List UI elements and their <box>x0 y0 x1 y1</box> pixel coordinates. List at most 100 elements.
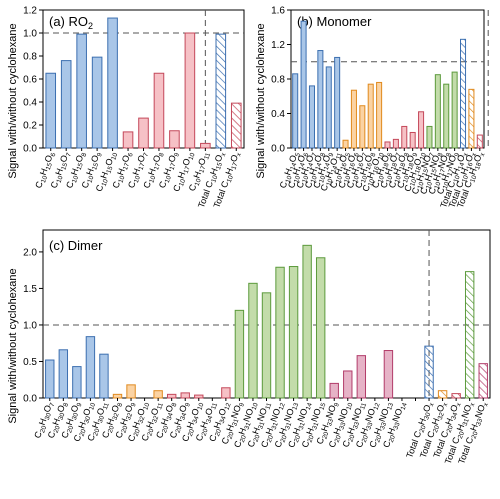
y-tick-label: 0.2 <box>23 121 37 132</box>
label-subscript: 10 <box>345 402 354 412</box>
label-subscript: 14 <box>289 162 298 172</box>
label-subscript: 30 <box>97 415 106 425</box>
label-text: H <box>455 423 467 433</box>
label-text: H <box>37 417 49 427</box>
label-text: O <box>135 154 147 164</box>
label-subscript: 10 <box>367 178 376 188</box>
label-subscript: 10 <box>40 175 49 185</box>
total-bar <box>451 393 461 399</box>
bar <box>153 72 165 149</box>
label-subscript: 10 <box>385 175 394 185</box>
label-subscript: 18 <box>382 162 391 172</box>
label-subscript: 20 <box>66 425 75 435</box>
label-subscript: 17 <box>230 161 239 171</box>
x-tick-label: C10H18O10 <box>402 150 428 194</box>
label-subscript: 20 <box>419 424 428 434</box>
label-text: C <box>232 439 244 449</box>
label-text: H <box>172 417 184 427</box>
label-text: C <box>80 179 92 189</box>
label-text: H <box>345 426 357 436</box>
label-subscript: 10 <box>377 152 386 162</box>
bar <box>443 83 450 149</box>
bar <box>248 282 258 399</box>
x-tick-label: C20H31NO10 <box>232 400 260 450</box>
label-subscript: 33 <box>379 421 388 431</box>
x-tick-label: C10H17NO9 <box>435 150 462 196</box>
label-subscript: 10 <box>110 152 119 162</box>
label-subscript: 7 <box>49 402 57 408</box>
panel-title-subscript: 2 <box>88 21 93 31</box>
bar <box>325 66 332 149</box>
label-subscript: 14 <box>305 402 314 412</box>
label-text: H <box>131 420 143 430</box>
label-text: O <box>421 403 433 413</box>
label-subscript: 15 <box>45 162 54 172</box>
label-subscript: 8 <box>171 402 179 408</box>
label-text: O <box>213 153 225 163</box>
label-text: O <box>151 154 163 164</box>
label-subscript: 20 <box>321 431 330 441</box>
x-tick-label: C20H34O11 <box>194 400 220 443</box>
bar <box>342 139 349 149</box>
label-text: H <box>131 167 143 177</box>
panel-title: (c) Dimer <box>49 238 103 253</box>
label-subscript: 10 <box>343 175 352 185</box>
label-text: O <box>228 153 240 163</box>
label-text: H <box>212 420 224 430</box>
label-subscript: 9 <box>238 402 246 408</box>
label-text: NO <box>459 403 473 419</box>
label-text: H <box>291 167 303 177</box>
x-tick-label: C10H18O9 <box>395 150 419 190</box>
label-subscript: 20 <box>374 434 383 444</box>
label-text: H <box>375 167 387 177</box>
label-text: O <box>58 154 70 164</box>
y-tick-label: 1.0 <box>23 29 37 40</box>
bar <box>300 20 307 149</box>
label-text: C <box>85 432 97 442</box>
x-tick-label: C20H30O11 <box>85 400 111 443</box>
label-text: H <box>162 167 174 177</box>
label-text: C <box>395 179 407 189</box>
label-text: O <box>123 404 135 414</box>
label-text: O <box>304 154 316 164</box>
bar <box>184 32 196 149</box>
label-text: C <box>367 439 379 449</box>
panel-title: (a) RO2 <box>49 14 93 31</box>
y-tick-label: 0.8 <box>23 52 37 63</box>
label-subscript: 17 <box>122 162 131 172</box>
y-tick-label: 1.2 <box>271 40 285 51</box>
bar <box>343 370 353 399</box>
label-text: C <box>49 179 61 189</box>
label-text: C <box>418 186 430 196</box>
bar <box>112 393 123 399</box>
label-text: NO <box>336 407 350 423</box>
label-text: H <box>144 420 156 430</box>
y-tick-label: 1.6 <box>271 6 285 17</box>
y-tick-label: 0.4 <box>271 109 285 120</box>
label-text: O <box>180 157 192 167</box>
label-subscript: 18 <box>474 161 483 171</box>
x-tick-label: C20H33NO13 <box>367 400 395 450</box>
label-subscript: 13 <box>386 402 395 412</box>
label-text: O <box>405 154 417 164</box>
label-text: H <box>118 417 130 427</box>
label-subscript: 20 <box>280 434 289 444</box>
label-text: O <box>435 403 447 413</box>
label-subscript: 20 <box>446 424 455 434</box>
label-subscript: 8 <box>116 402 124 408</box>
label-subscript: 10 <box>461 174 470 184</box>
label-subscript: 10 <box>433 181 442 191</box>
bar <box>234 309 245 399</box>
x-tick-label: C10H14O8 <box>303 150 327 190</box>
label-subscript: 9 <box>184 402 192 408</box>
label-text: NO <box>377 407 391 423</box>
label-subscript: 31 <box>298 421 307 431</box>
label-subscript: 9 <box>130 402 138 408</box>
label-text: C <box>100 429 112 439</box>
label-subscript: 17 <box>446 168 455 178</box>
label-subscript: 10 <box>417 181 426 191</box>
label-text: O <box>95 407 107 417</box>
bar <box>409 131 416 149</box>
label-text: O <box>120 154 132 164</box>
